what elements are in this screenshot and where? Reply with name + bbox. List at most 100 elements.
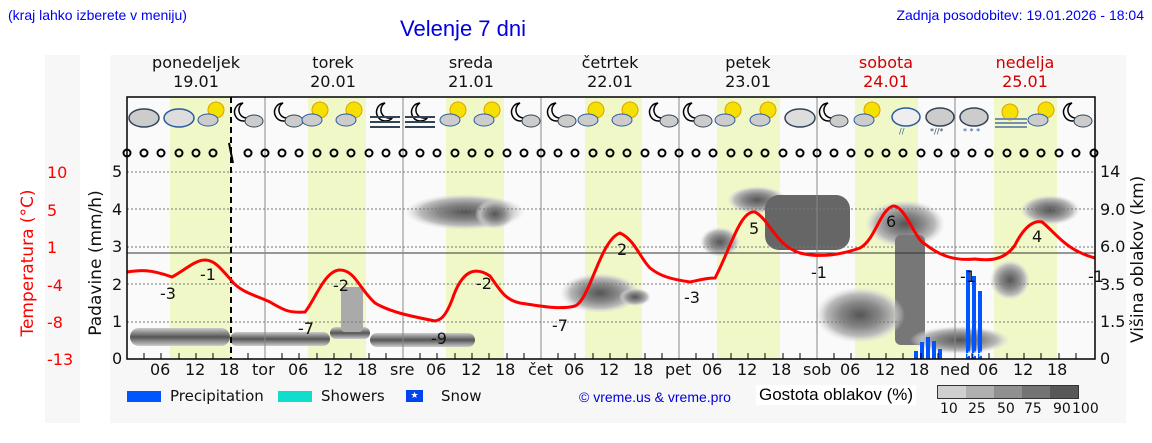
day-label-2: sreda 21.01 xyxy=(448,53,494,91)
partly-sunny-icon xyxy=(714,101,742,127)
partly-sunny-icon xyxy=(749,101,777,127)
temp-tick: -8 xyxy=(47,313,63,332)
plot-frame xyxy=(126,96,1096,360)
x-tick: 18 xyxy=(1047,360,1068,379)
location-hint: (kraj lahko izberete v meniju) xyxy=(8,7,187,23)
page-title: Velenje 7 dni xyxy=(400,16,526,41)
cloud-height-tick: 3.5 xyxy=(1100,275,1126,294)
svg-text:★: ★ xyxy=(977,350,985,360)
density-swatch xyxy=(1022,386,1050,398)
night-cloud-icon xyxy=(682,102,713,128)
x-tick: 06 xyxy=(840,360,861,379)
grid-lines xyxy=(127,171,1095,323)
snow-star-icon: ★ xyxy=(406,390,423,402)
hour-ticks xyxy=(143,353,1077,359)
cloud-density-scale xyxy=(937,385,1079,399)
partly-sunny-icon xyxy=(301,101,329,127)
svg-text:-7: -7 xyxy=(552,316,568,335)
cloud-icon xyxy=(784,108,816,128)
svg-text:* * *: * * * xyxy=(963,127,980,136)
svg-text:-2: -2 xyxy=(333,276,349,295)
x-tick: 18 xyxy=(357,360,378,379)
x-tick: 12 xyxy=(323,360,344,379)
x-tick: 06 xyxy=(564,360,585,379)
svg-text:-3: -3 xyxy=(160,284,176,303)
density-swatch xyxy=(1050,386,1078,398)
temperature-line xyxy=(126,204,1096,323)
partly-sunny-icon xyxy=(335,101,363,127)
cloud-icon xyxy=(163,108,195,128)
x-tick: 06 xyxy=(702,360,723,379)
partly-sunny-icon xyxy=(197,101,225,127)
partly-sunny-icon xyxy=(1027,101,1055,127)
copyright-link[interactable]: © vreme.us & vreme.pro xyxy=(579,389,731,405)
legend-showers: Showers xyxy=(278,387,385,405)
density-tick: 100 xyxy=(1072,401,1099,417)
night-cloud-icon xyxy=(233,102,264,128)
cloud-density-title: Gostota oblakov (%) xyxy=(756,385,917,405)
x-tick: pet xyxy=(665,360,692,379)
svg-text:-3: -3 xyxy=(684,288,700,307)
sun-fog-icon xyxy=(995,103,1027,128)
precip-tick: 3 xyxy=(112,237,123,256)
x-tick: 06 xyxy=(288,360,309,379)
weather-icons: // *//* * * * xyxy=(128,101,1093,136)
legend-snow-label: Snow xyxy=(441,387,482,405)
night-cloud-icon xyxy=(273,102,304,128)
x-tick: 06 xyxy=(978,360,999,379)
cloud-height-tick: 14 xyxy=(1100,162,1121,181)
density-tick: 90 xyxy=(1053,401,1071,417)
x-tick: čet xyxy=(528,360,553,379)
legend-showers-label: Showers xyxy=(321,387,385,405)
x-tick: 12 xyxy=(875,360,896,379)
cloud-icon xyxy=(128,108,160,128)
night-cloud-icon xyxy=(818,102,849,128)
precipitation-bars xyxy=(914,270,982,359)
x-tick: sob xyxy=(803,360,832,379)
partly-sunny-icon xyxy=(473,101,501,127)
day-label-6: nedelja 25.01 xyxy=(995,53,1055,91)
x-tick: 06 xyxy=(426,360,447,379)
precip-tick: 4 xyxy=(112,200,123,219)
sleet-cloud-icon: *//* xyxy=(925,107,955,136)
svg-text:5: 5 xyxy=(749,219,759,238)
day-label-0: ponedeljek 19.01 xyxy=(152,53,240,91)
x-tick: 06 xyxy=(150,360,171,379)
x-tick: 18 xyxy=(495,360,516,379)
temp-axis-panel xyxy=(45,55,80,423)
cloud-height-tick: 9.0 xyxy=(1100,200,1126,219)
x-tick: 12 xyxy=(461,360,482,379)
legend-snow: ★ Snow xyxy=(406,387,481,405)
last-update: Zadnja posodobitev: 19.01.2026 - 18:04 xyxy=(896,7,1144,23)
precipitation-swatch xyxy=(127,390,161,402)
partly-sunny-icon xyxy=(611,101,639,127)
temp-tick: -4 xyxy=(47,276,63,295)
svg-text://: // xyxy=(899,127,905,136)
x-tick: tor xyxy=(252,360,275,379)
wind-indicators xyxy=(122,142,1099,164)
legend-precipitation-label: Precipitation xyxy=(170,387,264,405)
legend-precipitation: Precipitation xyxy=(127,387,264,405)
snow-cloud-icon: * * * xyxy=(959,107,989,136)
svg-text:-2: -2 xyxy=(476,274,492,293)
x-tick: 12 xyxy=(599,360,620,379)
temp-tick: 5 xyxy=(47,201,58,220)
precip-tick: 1 xyxy=(112,312,123,331)
night-fog-icon xyxy=(405,102,435,128)
x-tick: 18 xyxy=(771,360,792,379)
night-cloud-icon xyxy=(510,102,541,128)
x-tick: 18 xyxy=(633,360,654,379)
density-tick: 50 xyxy=(997,401,1015,417)
cloud-height-tick: 0 xyxy=(1100,349,1111,368)
cloud-height-tick: 1.5 xyxy=(1100,312,1126,331)
day-label-4: petek 23.01 xyxy=(725,53,771,91)
svg-text:-7: -7 xyxy=(298,319,314,338)
precip-tick: 0 xyxy=(112,349,123,368)
x-tick: 12 xyxy=(1013,360,1034,379)
night-cloud-icon xyxy=(648,102,679,128)
day-label-3: četrtek 22.01 xyxy=(581,53,639,91)
night-cloud-icon xyxy=(546,102,577,128)
x-tick: 18 xyxy=(219,360,240,379)
night-cloud-icon xyxy=(1062,102,1093,128)
